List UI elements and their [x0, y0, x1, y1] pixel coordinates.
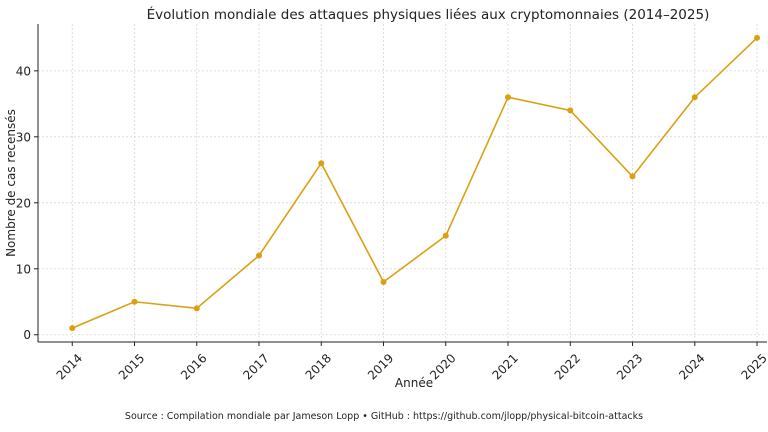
x-tick-label: 2015: [116, 351, 147, 382]
series-line: [71, 37, 758, 329]
x-tick-label: 2023: [614, 351, 645, 382]
series: [69, 34, 761, 332]
data-point: [256, 252, 263, 259]
data-point: [442, 232, 449, 239]
source-caption: Source : Compilation mondiale par Jameso…: [124, 411, 644, 422]
x-tick-label: 2019: [365, 351, 396, 382]
y-tick-label: 10: [16, 262, 31, 276]
x-tick-label: 2025: [738, 351, 768, 382]
x-tick-label: 2021: [489, 351, 520, 382]
x-tick-label: 2018: [303, 351, 334, 382]
y-tick-label: 0: [23, 328, 31, 342]
data-point: [691, 94, 698, 101]
y-tick-label: 20: [16, 196, 31, 210]
data-point: [505, 94, 512, 101]
y-axis-label: Nombre de cas recensés: [4, 109, 18, 257]
data-point: [380, 278, 387, 285]
axes: 2014 2015 2016 2017 2018 2019 2020 2021 2022 2023…: [16, 24, 768, 383]
data-point: [629, 173, 636, 180]
x-tick-label: 2016: [178, 351, 209, 382]
x-tick-label: 2022: [552, 351, 583, 382]
data-point: [754, 34, 761, 41]
y-tick-label: 40: [16, 64, 31, 78]
x-tick-label: 2024: [676, 351, 707, 382]
data-point: [193, 305, 200, 312]
data-point: [131, 298, 138, 305]
grid: [38, 24, 767, 342]
y-tick-label: 30: [16, 130, 31, 144]
data-point: [69, 325, 76, 332]
x-tick-label: 2014: [54, 351, 85, 382]
x-tick-label: 2017: [240, 351, 271, 382]
data-point: [567, 107, 574, 114]
chart-title: Évolution mondiale des attaques physique…: [147, 6, 710, 23]
x-axis-label: Année: [395, 376, 433, 390]
data-point: [318, 160, 325, 167]
